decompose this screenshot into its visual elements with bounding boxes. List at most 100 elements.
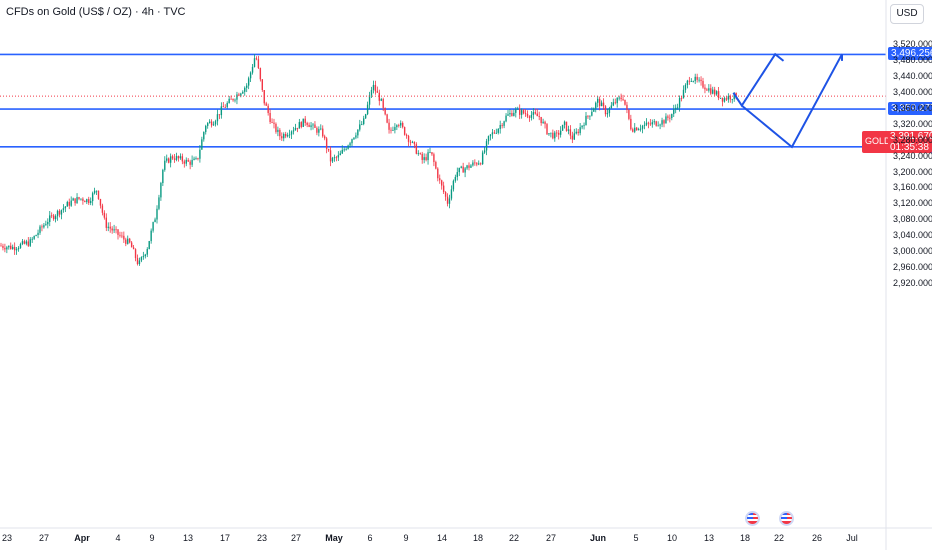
currency-button[interactable]: USD	[890, 4, 924, 24]
candle-body	[372, 84, 375, 90]
candle-body	[423, 157, 425, 160]
candle-body	[567, 129, 570, 131]
candle-body	[314, 124, 316, 128]
candle-body	[647, 122, 650, 124]
price-tick-label: 3,440.000	[893, 70, 932, 81]
candle-body	[331, 157, 334, 162]
candle-body	[292, 130, 295, 132]
candle-body	[398, 125, 400, 127]
candle-body	[431, 152, 433, 155]
candle-body	[480, 163, 482, 165]
candle-body	[714, 89, 716, 95]
price-tick-label: 3,360.000	[893, 102, 932, 113]
candle-body	[435, 162, 437, 169]
candle-body	[573, 133, 575, 140]
candle-body	[56, 210, 59, 217]
candle-body	[403, 127, 406, 135]
candle-body	[101, 205, 104, 213]
candle-body	[604, 106, 607, 115]
price-tick-label: 3,400.000	[893, 86, 932, 97]
candle-body	[441, 180, 443, 186]
candle-body	[212, 124, 215, 126]
candle-body	[255, 58, 258, 60]
candle-body	[88, 199, 90, 203]
candle-body	[84, 201, 86, 203]
candle-body	[242, 91, 244, 94]
candle-body	[554, 132, 556, 139]
candle-body	[575, 131, 577, 134]
candle-body	[382, 99, 384, 108]
time-tick-label: 6	[367, 533, 373, 543]
candle-body	[119, 234, 121, 236]
candle-body	[201, 139, 203, 150]
candle-body	[41, 226, 43, 228]
candle-body	[33, 236, 35, 239]
candle-body	[589, 115, 591, 117]
candle-body	[561, 124, 564, 131]
candle-body	[109, 226, 111, 229]
candle-body	[253, 58, 256, 67]
candle-body	[80, 198, 82, 200]
candle-body	[598, 98, 601, 107]
candle-body	[140, 257, 143, 261]
candle-body	[657, 125, 659, 127]
candle-body	[524, 113, 527, 115]
candle-body	[400, 123, 402, 126]
candle-body	[58, 210, 61, 215]
candle-body	[181, 156, 184, 162]
candle-body	[669, 117, 671, 119]
candle-body	[197, 158, 199, 159]
us-flag-icon[interactable]	[745, 511, 760, 526]
time-tick-label: 26	[811, 533, 823, 543]
projection-path-near[interactable]	[732, 52, 785, 108]
time-tick-label: 13	[703, 533, 715, 543]
candle-body	[694, 76, 696, 82]
candle-body	[390, 129, 392, 131]
candle-body	[273, 122, 275, 124]
projection-path-far[interactable]	[741, 53, 843, 149]
candle-body	[312, 124, 314, 126]
price-tick-label: 3,080.000	[893, 214, 932, 225]
candle-body	[150, 230, 152, 242]
candle-body	[214, 121, 217, 125]
candle-body	[472, 162, 474, 166]
candle-body	[577, 131, 579, 134]
candle-body	[612, 102, 614, 106]
us-flag-icon[interactable]	[779, 511, 794, 526]
candle-body	[93, 190, 96, 194]
candle-body	[82, 198, 84, 202]
price-tick-label: 3,520.000	[893, 39, 932, 49]
candle-body	[246, 85, 248, 88]
candle-body	[565, 121, 568, 131]
candle-body	[259, 68, 262, 80]
candle-body	[550, 132, 552, 134]
candle-body	[195, 158, 197, 159]
price-tick-label: 3,160.000	[893, 182, 932, 193]
time-tick-label: May	[325, 533, 343, 543]
candle-body	[97, 190, 100, 199]
candle-body	[602, 102, 605, 107]
candle-body	[95, 190, 98, 192]
candle-body	[452, 180, 455, 190]
candle-body	[288, 134, 291, 136]
price-tick-label: 3,040.000	[893, 230, 932, 241]
candle-body	[257, 59, 260, 69]
candle-body	[234, 99, 236, 101]
candle-body	[626, 104, 628, 110]
candle-body	[528, 116, 531, 118]
candle-body	[649, 123, 652, 125]
candle-body	[127, 238, 129, 244]
candle-body	[261, 79, 263, 91]
candle-body	[76, 197, 78, 204]
candle-body	[62, 208, 65, 210]
candle-body	[481, 152, 484, 165]
candle-body	[702, 80, 704, 88]
candle-body	[142, 256, 145, 258]
candle-body	[228, 98, 230, 104]
price-tick-label: 3,240.000	[893, 150, 932, 161]
time-tick-label: 22	[773, 533, 785, 543]
candle-body	[597, 98, 599, 103]
candle-body	[409, 141, 412, 143]
